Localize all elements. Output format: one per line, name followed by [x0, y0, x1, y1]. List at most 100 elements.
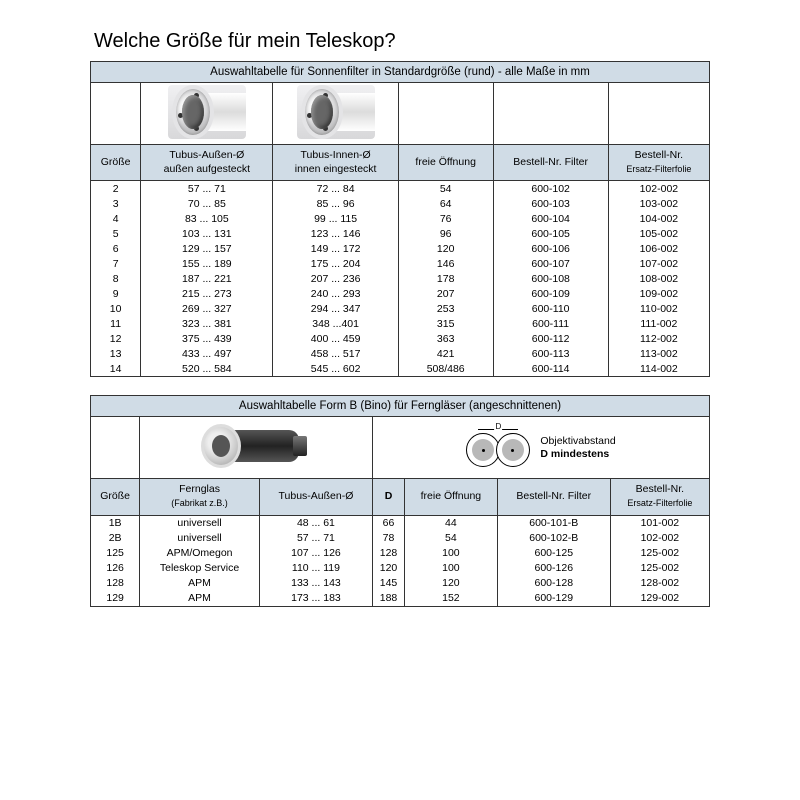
- table-cell: 600-125: [497, 546, 610, 561]
- table-cell: 600-106: [493, 241, 608, 256]
- table-row: 13433 ... 497458 ... 517421600-113113-00…: [91, 346, 710, 361]
- table-cell: 400 ... 459: [273, 331, 398, 346]
- table-cell: 2: [91, 181, 141, 197]
- img-cell-blank: [398, 83, 493, 145]
- table-row: 12375 ... 439400 ... 459363600-112112-00…: [91, 331, 710, 346]
- table-cell: 54: [404, 531, 497, 546]
- table-row: 6129 ... 157149 ... 172120600-106106-002: [91, 241, 710, 256]
- table-cell: 111-002: [608, 316, 709, 331]
- table-cell: 363: [398, 331, 493, 346]
- table-cell: 458 ... 517: [273, 346, 398, 361]
- img-cell-blank: [91, 417, 140, 479]
- binocular-icon: [201, 422, 311, 470]
- table-cell: 102-002: [610, 531, 709, 546]
- table-cell: 508/486: [398, 361, 493, 377]
- table-cell: 375 ... 439: [141, 331, 273, 346]
- col-foil: Bestell-Nr.Ersatz-Filterfolie: [608, 145, 709, 181]
- img-cell-bino: [140, 417, 373, 479]
- table-cell: 57 ... 71: [259, 531, 372, 546]
- table-cell: 9: [91, 286, 141, 301]
- table-cell: 600-103: [493, 196, 608, 211]
- table-cell: 114-002: [608, 361, 709, 377]
- table-cell: 600-129: [497, 591, 610, 607]
- table-cell: 8: [91, 271, 141, 286]
- table-cell: 600-111: [493, 316, 608, 331]
- table-row: 7155 ... 189175 ... 204146600-107107-002: [91, 256, 710, 271]
- table-cell: 78: [373, 531, 405, 546]
- table-cell: 433 ... 497: [141, 346, 273, 361]
- table-cell: 106-002: [608, 241, 709, 256]
- table-cell: 105-002: [608, 226, 709, 241]
- table-cell: 188: [373, 591, 405, 607]
- table-cell: 128: [91, 576, 140, 591]
- table-cell: 100: [404, 546, 497, 561]
- table-row: 126Teleskop Service110 ... 119120100600-…: [91, 561, 710, 576]
- telescope-outer-icon: [168, 85, 246, 139]
- table-cell: 103 ... 131: [141, 226, 273, 241]
- table-cell: 108-002: [608, 271, 709, 286]
- table-row: 8187 ... 221207 ... 236178600-108108-002: [91, 271, 710, 286]
- table2-section: Auswahltabelle Form B (Bino) für Fernglä…: [91, 396, 710, 417]
- table-cell: universell: [140, 515, 260, 531]
- table-row: 10269 ... 327294 ... 347253600-110110-00…: [91, 301, 710, 316]
- table-cell: 129 ... 157: [141, 241, 273, 256]
- table-cell: 100: [404, 561, 497, 576]
- table-cell: 13: [91, 346, 141, 361]
- table-cell: 421: [398, 346, 493, 361]
- table-cell: 2B: [91, 531, 140, 546]
- table-row: 370 ... 8585 ... 9664600-103103-002: [91, 196, 710, 211]
- col-outer: Tubus-Außen-Ø: [259, 479, 372, 515]
- table-cell: 48 ... 61: [259, 515, 372, 531]
- img-cell-blank: [608, 83, 709, 145]
- table-cell: 173 ... 183: [259, 591, 372, 607]
- img-cell-d: Objektivabstand D mindestens: [373, 417, 710, 479]
- table-cell: 600-113: [493, 346, 608, 361]
- table-cell: 133 ... 143: [259, 576, 372, 591]
- table-cell: 600-128: [497, 576, 610, 591]
- table-cell: 7: [91, 256, 141, 271]
- d-distance-icon: [466, 425, 530, 471]
- table-cell: 600-126: [497, 561, 610, 576]
- table-cell: 3: [91, 196, 141, 211]
- table-cell: 152: [404, 591, 497, 607]
- binocular-filter-table: Auswahltabelle Form B (Bino) für Fernglä…: [90, 395, 710, 606]
- table-cell: APM: [140, 576, 260, 591]
- col-inner: Tubus-Innen-Øinnen eingesteckt: [273, 145, 398, 181]
- table-row: 5103 ... 131123 ... 14696600-105105-002: [91, 226, 710, 241]
- table-cell: 155 ... 189: [141, 256, 273, 271]
- table-cell: 103-002: [608, 196, 709, 211]
- table-cell: 146: [398, 256, 493, 271]
- table-cell: 72 ... 84: [273, 181, 398, 197]
- table-cell: 83 ... 105: [141, 211, 273, 226]
- table-cell: 520 ... 584: [141, 361, 273, 377]
- table-cell: 240 ... 293: [273, 286, 398, 301]
- table-cell: 545 ... 602: [273, 361, 398, 377]
- table-cell: 600-104: [493, 211, 608, 226]
- table1-section: Auswahltabelle für Sonnenfilter in Stand…: [91, 62, 710, 83]
- table-row: 1Buniversell48 ... 616644600-101-B101-00…: [91, 515, 710, 531]
- table-cell: 125-002: [610, 546, 709, 561]
- table-cell: 294 ... 347: [273, 301, 398, 316]
- table-cell: 10: [91, 301, 141, 316]
- table-cell: 107 ... 126: [259, 546, 372, 561]
- col-opening: freie Öffnung: [398, 145, 493, 181]
- table-cell: 600-108: [493, 271, 608, 286]
- table-cell: 323 ... 381: [141, 316, 273, 331]
- table-cell: 125: [91, 546, 140, 561]
- table-cell: 149 ... 172: [273, 241, 398, 256]
- col-opening: freie Öffnung: [404, 479, 497, 515]
- table-cell: 6: [91, 241, 141, 256]
- table-cell: 600-102: [493, 181, 608, 197]
- table-cell: 207 ... 236: [273, 271, 398, 286]
- table-cell: 178: [398, 271, 493, 286]
- col-filter: Bestell-Nr. Filter: [493, 145, 608, 181]
- table-cell: 600-107: [493, 256, 608, 271]
- table-cell: 215 ... 273: [141, 286, 273, 301]
- table-cell: 120: [398, 241, 493, 256]
- table-cell: 128-002: [610, 576, 709, 591]
- table-cell: 175 ... 204: [273, 256, 398, 271]
- table-cell: 207: [398, 286, 493, 301]
- table-cell: 113-002: [608, 346, 709, 361]
- table-cell: 600-105: [493, 226, 608, 241]
- table-cell: 187 ... 221: [141, 271, 273, 286]
